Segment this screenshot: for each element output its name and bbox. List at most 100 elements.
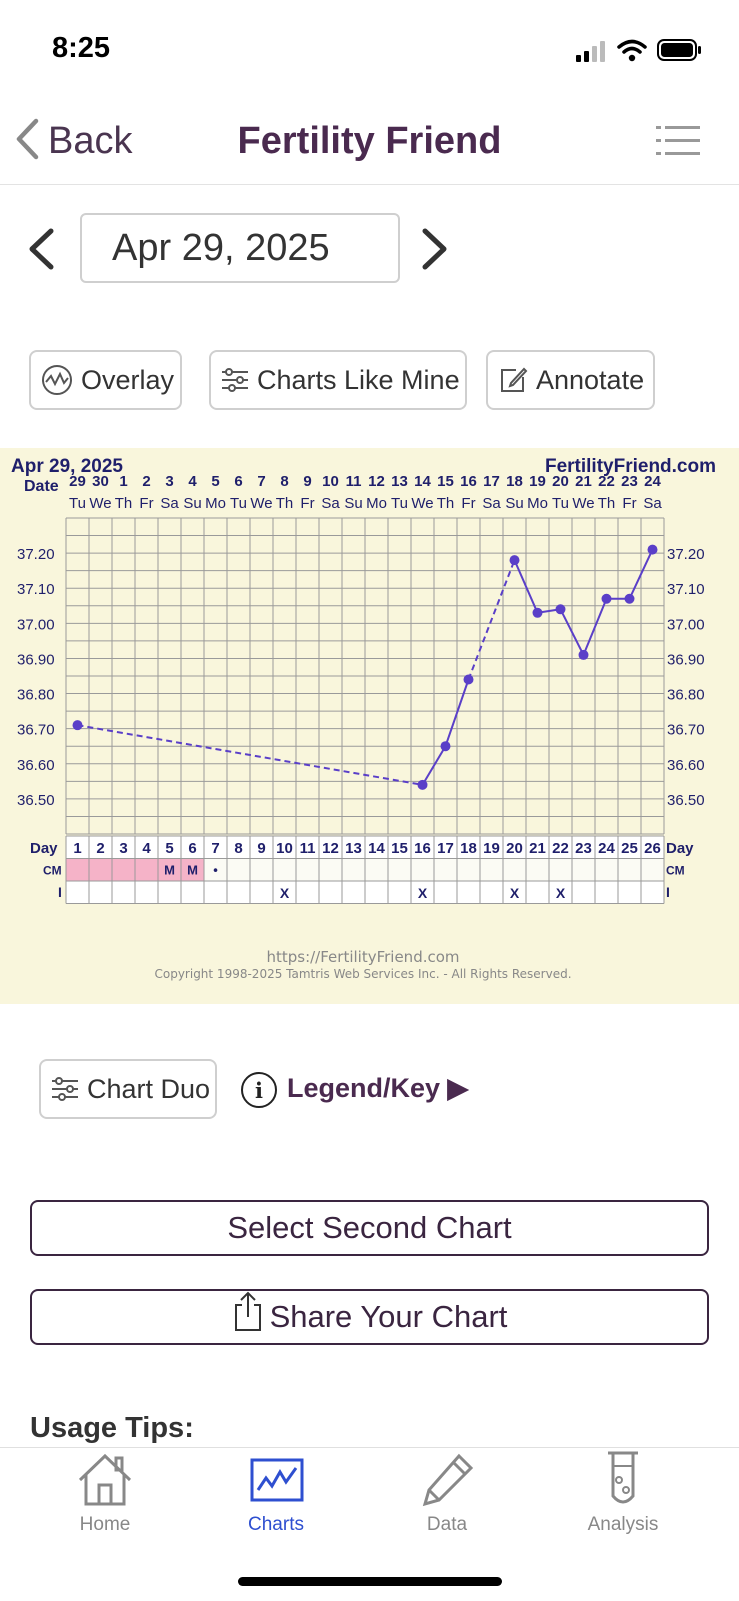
cm-cell [250, 858, 273, 881]
info-icon[interactable]: i [240, 1071, 278, 1114]
tab-bar: Home Charts Data Analysis [0, 1447, 739, 1601]
weekday-label: Th [115, 495, 133, 512]
i-cell [181, 881, 204, 904]
cm-cell [434, 858, 457, 881]
i-row-label-left: I [58, 884, 62, 900]
home-icon [78, 1453, 132, 1506]
y-tick-label-left: 36.90 [17, 651, 55, 668]
day-number: 13 [345, 840, 362, 857]
cm-cell [572, 858, 595, 881]
weekday-label: Sa [643, 495, 662, 512]
i-cell [135, 881, 158, 904]
page-title: Fertility Friend [237, 120, 502, 162]
cm-cell [526, 858, 549, 881]
next-date-button[interactable] [420, 228, 450, 275]
date-label: 4 [188, 473, 197, 490]
i-cell [342, 881, 365, 904]
share-chart-label: Share Your Chart [269, 1299, 508, 1334]
weekday-label: We [89, 495, 111, 512]
date-label: 21 [575, 473, 592, 490]
status-time: 8:25 [52, 32, 111, 64]
day-number: 24 [598, 840, 615, 857]
back-button[interactable]: Back [14, 118, 132, 165]
day-cell [457, 836, 480, 859]
cm-cell [503, 858, 526, 881]
y-tick-label-right: 37.10 [667, 581, 705, 598]
select-second-chart-button[interactable]: Select Second Chart [30, 1200, 709, 1256]
annotate-label: Annotate [536, 364, 645, 395]
temperature-point [72, 720, 83, 731]
share-chart-button[interactable]: Share Your Chart [30, 1289, 709, 1345]
list-icon[interactable] [656, 126, 700, 161]
day-number: 9 [257, 840, 265, 857]
temperature-segment [513, 559, 539, 614]
tab-data-label: Data [426, 1514, 468, 1535]
date-label: 20 [552, 473, 569, 490]
day-number: 16 [414, 840, 431, 857]
day-number: 19 [483, 840, 500, 857]
date-label: 2 [142, 473, 150, 490]
temperature-point [440, 741, 451, 752]
i-cell [204, 881, 227, 904]
tab-charts-label: Charts [248, 1514, 304, 1535]
test-tube-icon [608, 1451, 638, 1504]
intercourse-mark: X [418, 885, 428, 901]
day-number: 11 [300, 840, 316, 857]
day-cell [250, 836, 273, 859]
annotate-button[interactable]: Annotate [486, 350, 655, 410]
svg-text:i: i [255, 1078, 263, 1103]
weekday-label: Fr [300, 495, 314, 512]
overlay-button[interactable]: Overlay [29, 350, 182, 410]
weekday-label: Fr [622, 495, 636, 512]
day-number: 2 [96, 840, 104, 857]
day-number: 5 [165, 840, 173, 857]
day-cell [618, 836, 641, 859]
cm-cell [66, 858, 89, 881]
cm-cell [112, 858, 135, 881]
day-number: 25 [621, 840, 638, 857]
day-cell [66, 836, 89, 859]
day-cell [365, 836, 388, 859]
cm-mark: M [187, 863, 198, 878]
cm-mark: • [213, 863, 218, 878]
date-label: 13 [391, 473, 408, 490]
chart-brand: FertilityFriend.com [545, 456, 716, 477]
chart-header-date: Apr 29, 2025 [11, 456, 123, 477]
cm-row-label-right: CM [666, 864, 685, 878]
day-cell [595, 836, 618, 859]
weekday-label: Tu [552, 495, 569, 512]
temperature-point [417, 779, 428, 790]
temperature-point [555, 604, 566, 615]
weekday-label: We [572, 495, 594, 512]
y-tick-label-left: 36.50 [17, 792, 55, 809]
chart-icon [250, 1458, 304, 1502]
i-cell [503, 881, 526, 904]
cm-cell [296, 858, 319, 881]
chart-duo-button[interactable]: Chart Duo [39, 1059, 217, 1119]
weekday-label: Mo [366, 495, 387, 512]
cm-cell [618, 858, 641, 881]
charts-like-mine-button[interactable]: Charts Like Mine [209, 350, 467, 410]
date-field[interactable]: Apr 29, 2025 [80, 213, 400, 283]
y-tick-label-right: 36.80 [667, 687, 705, 704]
nav-divider [0, 184, 739, 185]
day-number: 17 [437, 840, 454, 857]
previous-date-button[interactable] [26, 228, 56, 275]
temperature-point [463, 674, 474, 685]
i-cell [480, 881, 503, 904]
i-cell [572, 881, 595, 904]
legend-key-link[interactable]: Legend/Key ▶ [287, 1073, 469, 1103]
day-cell [503, 836, 526, 859]
weekday-label: Sa [482, 495, 501, 512]
i-cell [365, 881, 388, 904]
day-cell [641, 836, 664, 859]
temperature-segment [467, 559, 516, 680]
temperature-segment [628, 549, 654, 600]
i-cell [250, 881, 273, 904]
cm-cell [135, 858, 158, 881]
i-cell [457, 881, 480, 904]
day-cell [480, 836, 503, 859]
temperature-segment [444, 679, 470, 747]
i-cell [641, 881, 664, 904]
